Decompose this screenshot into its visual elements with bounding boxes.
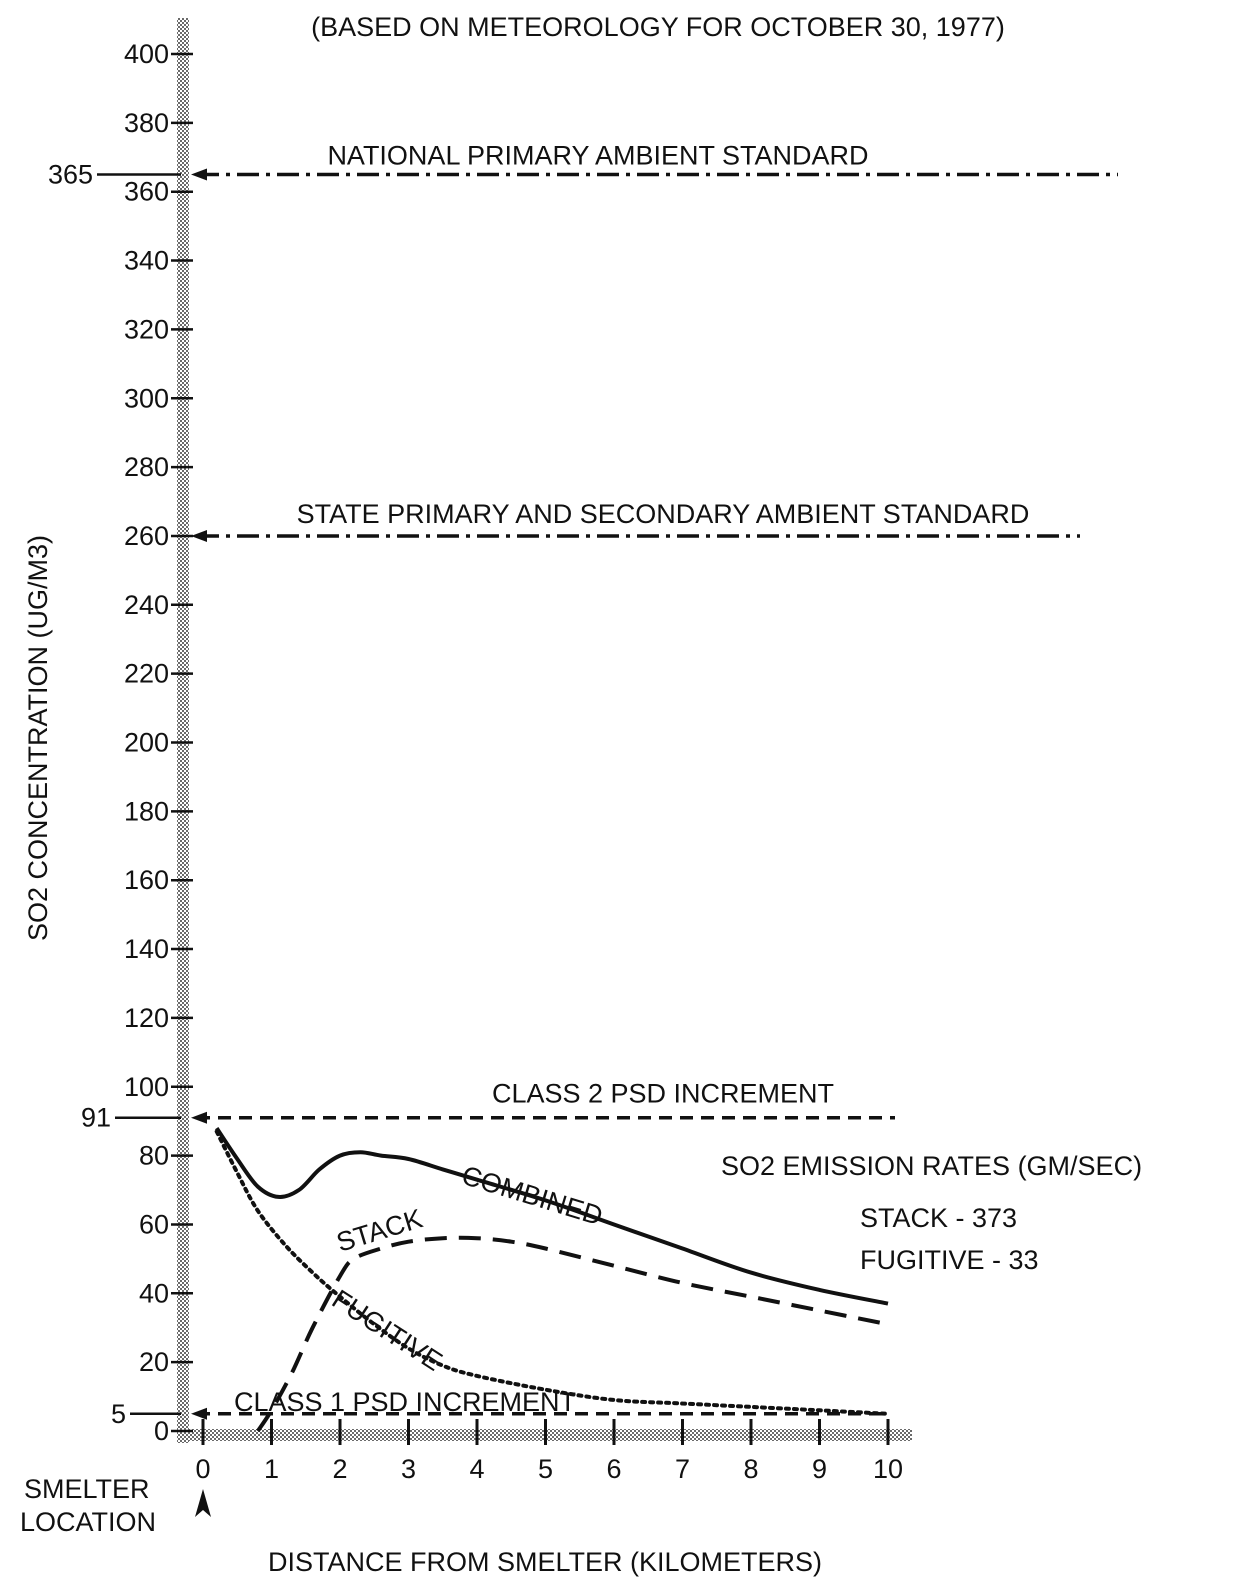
y-tick-label: 320 bbox=[124, 314, 169, 344]
smelter-label-line2: LOCATION bbox=[20, 1507, 156, 1537]
x-tick-label: 6 bbox=[606, 1454, 621, 1484]
y-tick-label: 60 bbox=[139, 1209, 169, 1239]
reference-arrowhead-icon bbox=[191, 529, 207, 542]
y-tick-label: 380 bbox=[124, 108, 169, 138]
y-tick-label: 160 bbox=[124, 865, 169, 895]
y-tick-label: 140 bbox=[124, 934, 169, 964]
y-axis-title: SO2 CONCENTRATION (UG/M3) bbox=[23, 535, 53, 941]
series-line-stack bbox=[256, 1235, 889, 1433]
y-tick-label: 120 bbox=[124, 1003, 169, 1033]
y-tick-label: 200 bbox=[124, 728, 169, 758]
chart-title: (BASED ON METEOROLOGY FOR OCTOBER 30, 19… bbox=[311, 12, 1005, 42]
x-tick-label: 0 bbox=[195, 1454, 210, 1484]
y-axis-band bbox=[177, 18, 189, 1443]
reference-line-label: CLASS 1 PSD INCREMENT bbox=[234, 1387, 576, 1417]
series-label-fugitive: FUGITIVE bbox=[327, 1284, 448, 1377]
y-tick-label: 360 bbox=[124, 177, 169, 207]
y-tick-label: 240 bbox=[124, 590, 169, 620]
y-tick-label: 260 bbox=[124, 521, 169, 551]
reference-line-label: CLASS 2 PSD INCREMENT bbox=[492, 1079, 834, 1109]
y-tick-label: 340 bbox=[124, 246, 169, 276]
y-tick-label: 280 bbox=[124, 452, 169, 482]
emission-rates-title: SO2 EMISSION RATES (GM/SEC) bbox=[721, 1151, 1142, 1181]
reference-value-label: 365 bbox=[48, 159, 93, 189]
series-line-fugitive bbox=[214, 1129, 890, 1416]
y-tick-label: 180 bbox=[124, 796, 169, 826]
series-label-combined: COMBINED bbox=[458, 1160, 606, 1231]
x-tick-label: 7 bbox=[675, 1454, 690, 1484]
x-tick-label: 5 bbox=[538, 1454, 553, 1484]
smelter-label-line1: SMELTER bbox=[24, 1474, 150, 1504]
x-tick-label: 10 bbox=[873, 1454, 903, 1484]
reference-line-label: STATE PRIMARY AND SECONDARY AMBIENT STAN… bbox=[297, 499, 1030, 529]
emission-rate-stack: STACK - 373 bbox=[860, 1203, 1017, 1233]
y-tick-label: 400 bbox=[124, 39, 169, 69]
y-tick-label: 80 bbox=[139, 1141, 169, 1171]
y-tick-label: 40 bbox=[139, 1278, 169, 1308]
x-tick-label: 1 bbox=[264, 1454, 279, 1484]
reference-value-label: 91 bbox=[81, 1103, 111, 1133]
reference-arrowhead-icon bbox=[191, 1407, 207, 1420]
x-axis-title: DISTANCE FROM SMELTER (KILOMETERS) bbox=[268, 1547, 822, 1577]
y-tick-label: 20 bbox=[139, 1347, 169, 1377]
y-tick-label: 220 bbox=[124, 659, 169, 689]
x-tick-label: 3 bbox=[401, 1454, 416, 1484]
reference-arrowhead-icon bbox=[191, 1111, 207, 1124]
y-tick-label: 0 bbox=[154, 1416, 169, 1446]
x-tick-label: 2 bbox=[332, 1454, 347, 1484]
x-tick-label: 9 bbox=[812, 1454, 827, 1484]
series-line-combined bbox=[215, 1126, 889, 1306]
reference-value-label: 5 bbox=[111, 1399, 126, 1429]
reference-line-label: NATIONAL PRIMARY AMBIENT STANDARD bbox=[327, 140, 868, 170]
y-tick-label: 100 bbox=[124, 1072, 169, 1102]
emission-rate-fugitive: FUGITIVE - 33 bbox=[860, 1245, 1039, 1275]
y-tick-label: 300 bbox=[124, 383, 169, 413]
x-tick-label: 8 bbox=[743, 1454, 758, 1484]
x-tick-label: 4 bbox=[469, 1454, 484, 1484]
reference-arrowhead-icon bbox=[191, 168, 207, 181]
smelter-arrow-icon bbox=[195, 1489, 211, 1517]
